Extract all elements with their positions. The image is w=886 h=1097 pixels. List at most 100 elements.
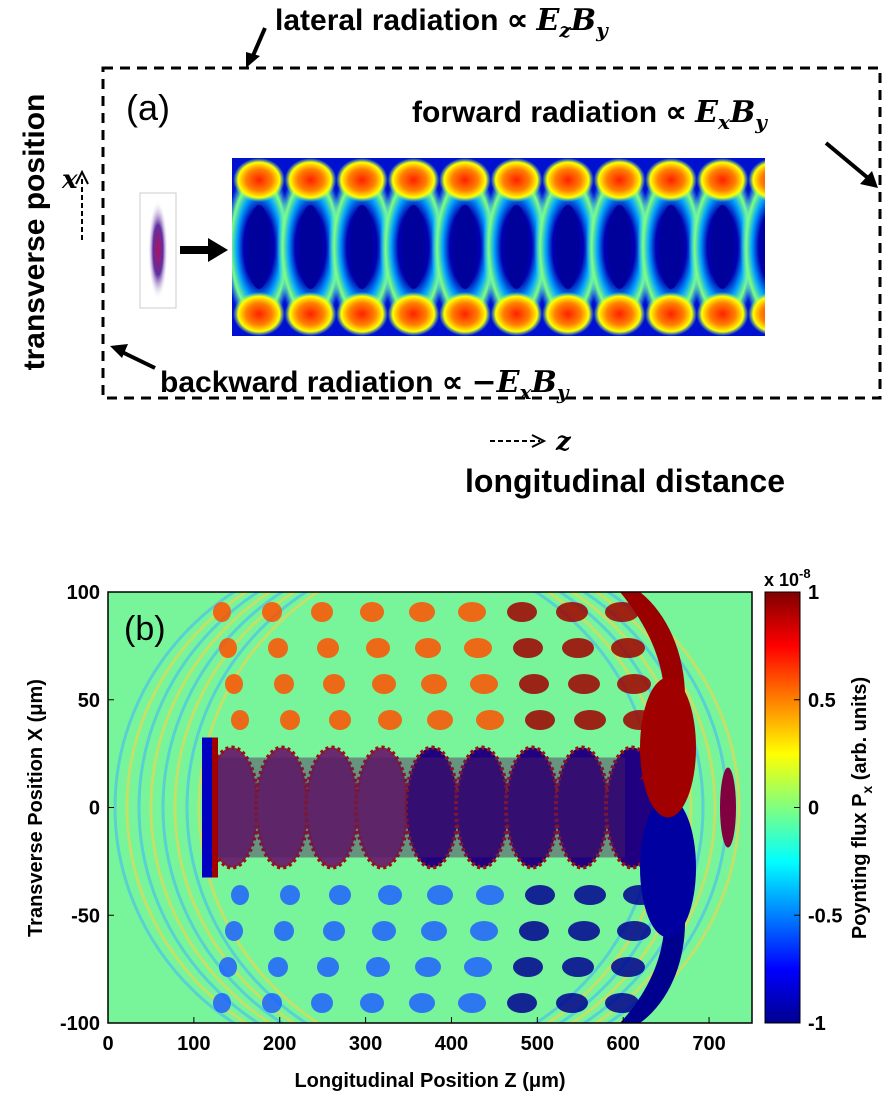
hot-spot	[439, 158, 491, 202]
hot-spot	[336, 158, 388, 202]
field-blob	[311, 993, 333, 1013]
lateral-label: lateral radiation ∝ EzBy	[275, 3, 609, 42]
hot-spot	[387, 292, 440, 336]
field-blob	[329, 885, 351, 905]
field-blob	[507, 993, 537, 1013]
field-blob	[280, 710, 300, 730]
field-blob	[231, 710, 249, 730]
y-axis-label: transverse position	[18, 94, 51, 371]
field-blob	[574, 710, 606, 730]
panel-label: (b)	[124, 610, 166, 648]
field-blob	[562, 638, 594, 658]
field-blob	[329, 710, 351, 730]
x-tick-label: 300	[349, 1033, 382, 1055]
colorbar-tick-label: 0	[808, 798, 819, 820]
field-blob	[372, 674, 396, 694]
arrow-head	[75, 169, 89, 185]
front-edge	[720, 767, 736, 848]
field-blob	[574, 885, 606, 905]
field-blob	[274, 674, 294, 694]
field-blob	[219, 638, 237, 658]
core-band	[215, 757, 625, 858]
wavefront	[161, 592, 705, 1023]
field-blob	[415, 957, 441, 977]
field-blob	[611, 957, 645, 977]
hot-spot	[490, 292, 543, 336]
arrow-head	[860, 171, 878, 188]
x-tick-label: 100	[177, 1033, 210, 1055]
hot-spot	[284, 158, 337, 202]
hot-spot	[542, 292, 594, 336]
field-blob	[611, 638, 645, 658]
field-core	[247, 205, 271, 289]
field-blob	[525, 885, 555, 905]
field-blob	[421, 921, 447, 941]
panel-b: (b) x 10-8 Poynting flux Px (arb. units)…	[25, 566, 875, 1092]
field-core	[504, 205, 529, 289]
field-blob	[513, 638, 543, 658]
arrow-head	[208, 238, 228, 262]
y-tick-label: 0	[89, 798, 100, 820]
field-blob	[476, 885, 504, 905]
field-blob	[556, 602, 588, 622]
backward-label: backward radiation ∝ −ExBy	[160, 365, 570, 404]
z-symbol: z	[555, 427, 572, 457]
red-lobe	[640, 677, 696, 818]
hot-spot	[593, 292, 646, 336]
laser-pulse	[148, 200, 168, 300]
arrow	[824, 141, 870, 180]
y-tick-label: -50	[71, 905, 100, 927]
field-blob	[427, 885, 453, 905]
hot-spot	[645, 158, 697, 202]
field-blob	[378, 710, 402, 730]
x-tick-label: 700	[692, 1033, 725, 1055]
arrow	[250, 27, 267, 59]
field-blob	[415, 638, 441, 658]
field-cell	[740, 167, 765, 327]
field-blob	[427, 710, 453, 730]
field-blob	[274, 921, 294, 941]
field-core	[350, 205, 374, 289]
panel-label: (a)	[126, 87, 170, 128]
field-blob	[562, 957, 594, 977]
field-blob	[421, 674, 447, 694]
field-blob	[617, 921, 651, 941]
field-core	[659, 205, 683, 289]
hot-spot	[593, 158, 646, 202]
field-blob	[409, 993, 435, 1013]
colorbar-multiplier: x 10-8	[764, 566, 811, 590]
field-blob	[458, 602, 486, 622]
field-blob	[231, 885, 249, 905]
field-blob	[513, 957, 543, 977]
field-blob	[568, 674, 600, 694]
field-blob	[507, 602, 537, 622]
hot-spot	[696, 292, 749, 336]
field-blob	[225, 921, 243, 941]
x-tick-label: 200	[263, 1033, 296, 1055]
field-blob	[317, 957, 339, 977]
field-blob	[280, 885, 300, 905]
wavefront	[149, 592, 693, 1023]
field-blob	[464, 957, 492, 977]
x-axis-label: Longitudinal Position Z (μm)	[294, 1070, 565, 1092]
field-blob	[262, 602, 282, 622]
field-blob	[366, 638, 390, 658]
hot-spot	[696, 158, 749, 202]
colorbar-label: Poynting flux Px (arb. units)	[849, 677, 875, 939]
colorbar-tick-label: -0.5	[808, 905, 842, 927]
y-tick-label: 100	[67, 582, 100, 604]
field-blob	[464, 638, 492, 658]
field-blob	[311, 602, 333, 622]
field-blob	[219, 957, 237, 977]
colorbar-tick-label: 1	[808, 582, 819, 604]
field-blob	[213, 602, 231, 622]
hot-spot	[645, 292, 697, 336]
field-blob	[360, 602, 384, 622]
hot-spot	[387, 158, 440, 202]
x-symbol: x	[61, 165, 78, 195]
field-blob	[360, 993, 384, 1013]
field-blob	[323, 674, 345, 694]
field-blob	[378, 885, 402, 905]
x-tick-label: 400	[435, 1033, 468, 1055]
field-blob	[268, 638, 288, 658]
